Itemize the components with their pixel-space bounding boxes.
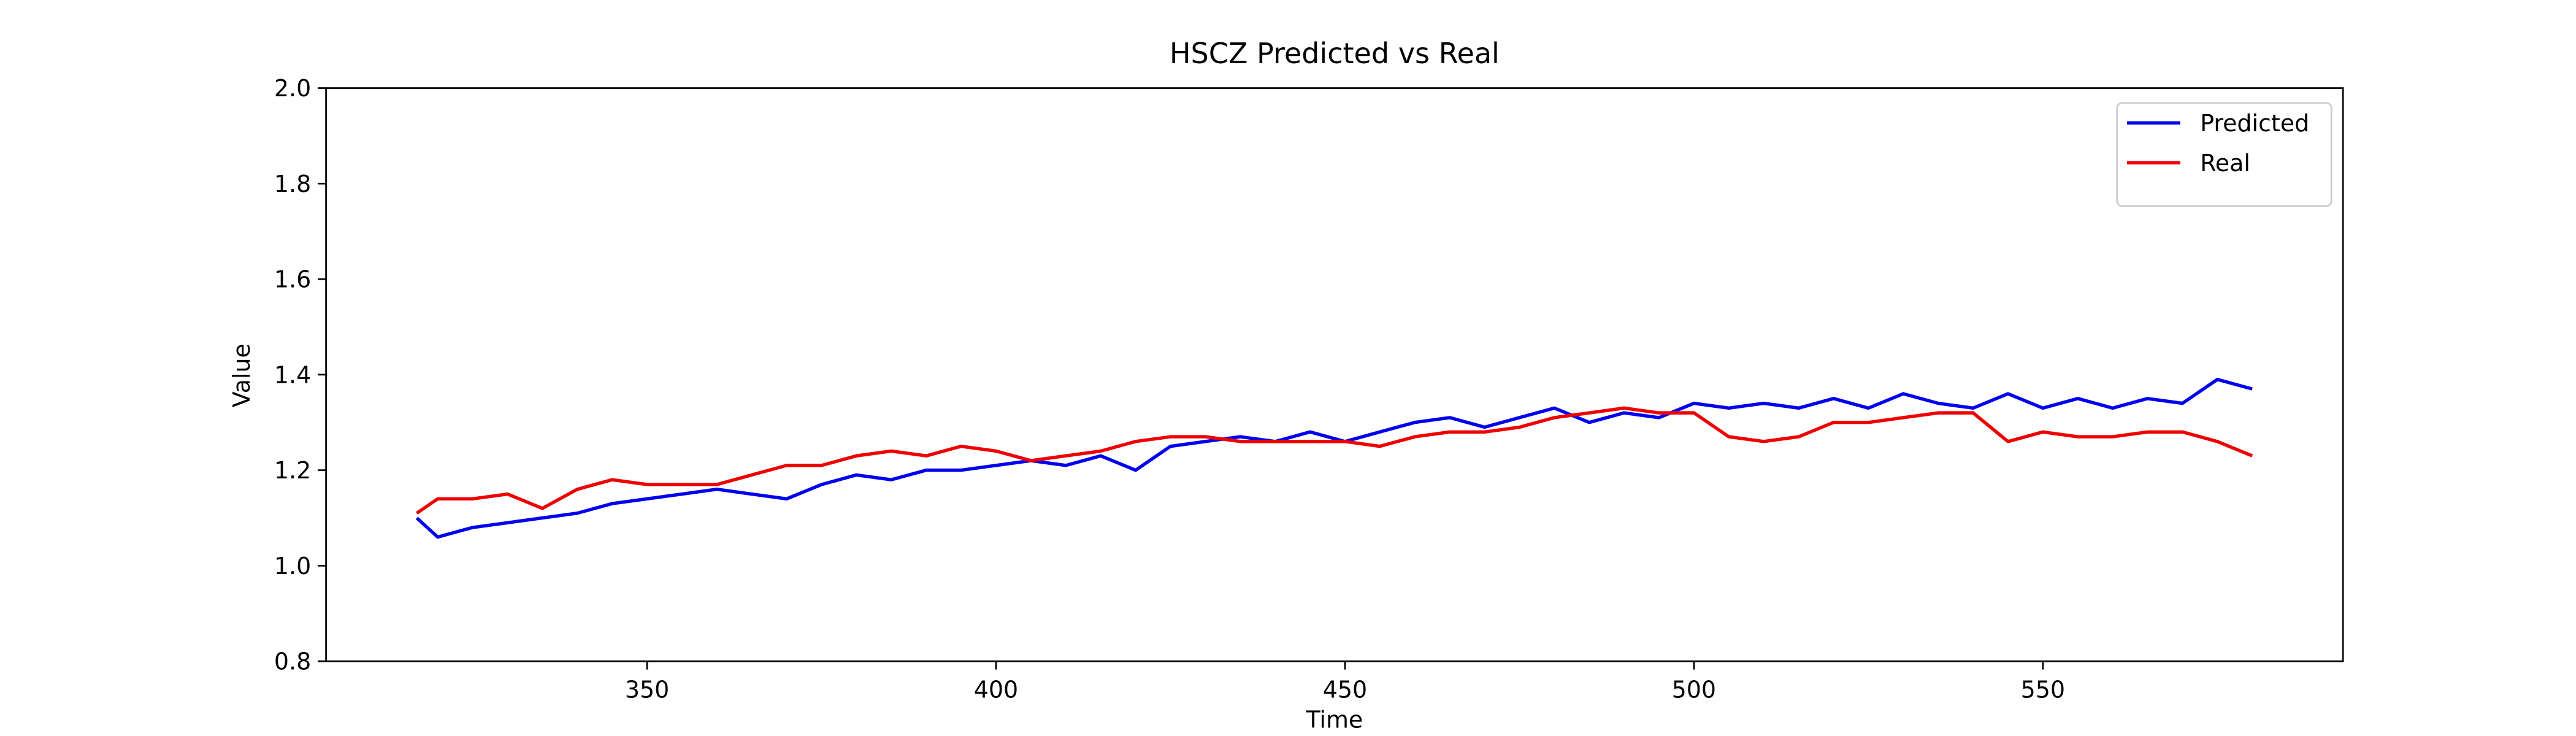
x-tick-label: 550 [2021,677,2065,703]
y-axis-label: Value [228,343,255,407]
x-tick-label: 350 [625,677,669,703]
chart-title: HSCZ Predicted vs Real [1170,37,1500,70]
x-tick-label: 500 [1672,677,1716,703]
legend-label: Predicted [2200,110,2309,137]
y-tick-label: 1.8 [274,171,311,197]
data-line [415,406,2253,515]
y-tick-label: 1.6 [274,266,311,293]
legend-label: Real [2200,150,2250,177]
data-line [415,377,2253,539]
plot-frame [325,87,2344,662]
x-axis-label: Time [1305,706,1363,733]
x-tick-label: 450 [1323,677,1367,703]
y-tick-label: 2.0 [274,75,311,102]
y-tick-label: 1.0 [274,553,311,580]
x-tick-label: 400 [974,677,1018,703]
legend-box [2116,102,2333,207]
y-tick-label: 0.8 [274,648,311,675]
y-tick-label: 1.4 [274,361,311,388]
y-tick-label: 1.2 [274,457,311,484]
